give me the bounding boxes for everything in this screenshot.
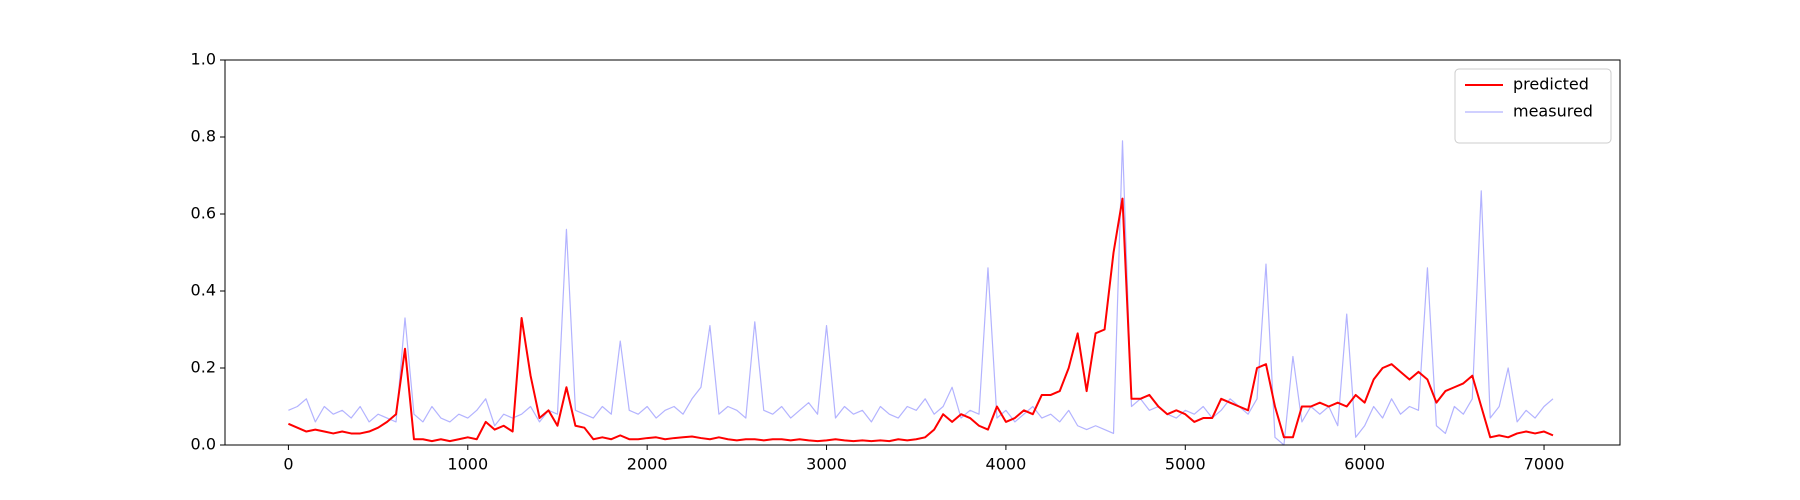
y-tick-label: 0.2 — [191, 358, 216, 377]
x-tick-label: 2000 — [627, 455, 668, 474]
legend-label: predicted — [1513, 75, 1589, 94]
x-tick-label: 4000 — [986, 455, 1027, 474]
legend: predicted measured — [1454, 68, 1612, 144]
x-tick-label: 6000 — [1344, 455, 1385, 474]
y-tick-label: 1.0 — [191, 50, 216, 69]
y-tick-label: 0.4 — [191, 281, 216, 300]
series-line — [288, 197, 1554, 443]
x-tick-label: 3000 — [806, 455, 847, 474]
plot-frame — [224, 59, 1621, 446]
y-tick-label: 0.8 — [191, 127, 216, 146]
series-line — [288, 140, 1554, 446]
y-tick-label: 0.0 — [191, 435, 216, 454]
legend-box — [1454, 68, 1612, 144]
x-tick-label: 0 — [283, 455, 293, 474]
y-tick-label: 0.6 — [191, 204, 216, 223]
x-tick-label: 1000 — [447, 455, 488, 474]
legend-label: measured — [1513, 102, 1593, 121]
x-tick-label: 5000 — [1165, 455, 1206, 474]
x-tick-label: 7000 — [1524, 455, 1565, 474]
